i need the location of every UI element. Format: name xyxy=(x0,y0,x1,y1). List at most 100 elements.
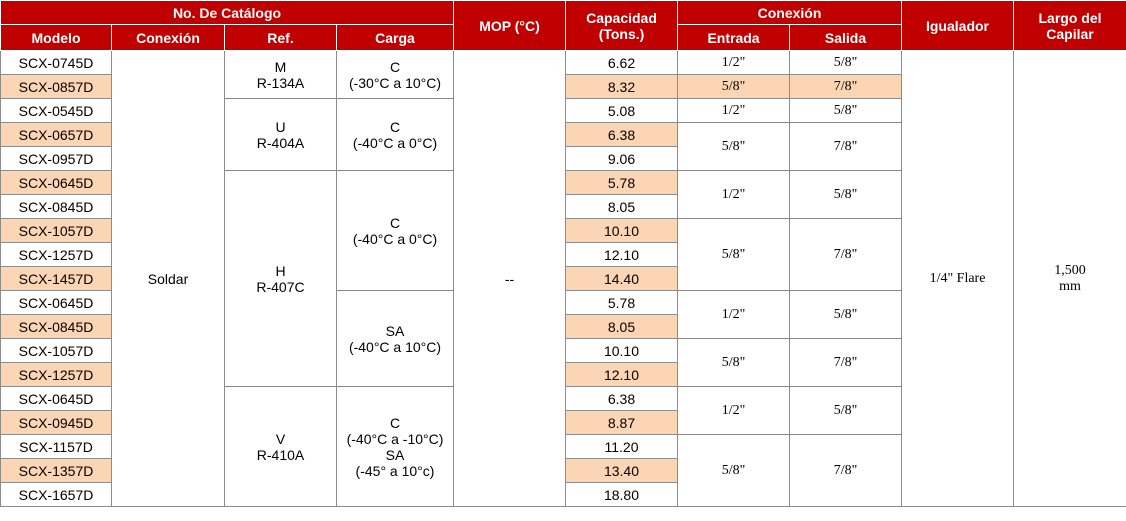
capacidad-cell: 5.78 xyxy=(565,290,678,315)
modelo-cell: SCX-1057D xyxy=(0,338,112,363)
capacidad-cell: 5.08 xyxy=(565,98,678,123)
modelo-header: Modelo xyxy=(0,24,112,51)
capacidad-cell: 6.62 xyxy=(565,50,678,75)
table-row: SCX-0857D 8.32 5/8" 7/8" xyxy=(0,74,1126,99)
salida-cell: 5/8" xyxy=(789,386,902,435)
capacidad-cell: 10.10 xyxy=(565,338,678,363)
salida-cell: 7/8" xyxy=(789,434,902,507)
mop-header: MOP (°C) xyxy=(453,0,566,51)
entrada-cell: 5/8" xyxy=(677,122,790,171)
conexion-group-header: Conexión xyxy=(677,0,902,25)
table-row: SCX-0645D V R-410A C (-40°C a -10°C) SA (-45… xyxy=(0,386,1126,507)
modelo-cell: SCX-1057D xyxy=(0,218,112,243)
catalogo-header: No. De Catálogo xyxy=(0,0,454,25)
table-row: SCX-1457D 14.40 xyxy=(0,266,1126,291)
igualador-header: Igualador xyxy=(901,0,1014,51)
modelo-cell: SCX-0845D xyxy=(0,314,112,339)
carga-cell: SA (-40°C a 10°C) xyxy=(336,290,454,387)
salida-cell: 7/8" xyxy=(789,74,902,99)
entrada-cell: 1/2" xyxy=(677,386,790,435)
capacidad-cell: 13.40 xyxy=(565,458,678,483)
carga-cell: C (-40°C a -10°C) SA (-45° a 10°c) xyxy=(336,386,454,507)
salida-cell: 5/8" xyxy=(789,290,902,339)
table-row: SCX-1357D 13.40 xyxy=(0,458,1126,483)
table-row: SCX-0657D 6.38 5/8" 7/8" xyxy=(0,122,1126,171)
table-row: SCX-0745D Soldar M R-134A C (-30°C a 10°C)… xyxy=(0,50,1126,507)
salida-cell: 5/8" xyxy=(789,170,902,219)
entrada-cell: 1/2" xyxy=(677,290,790,339)
salida-cell: 7/8" xyxy=(789,122,902,171)
entrada-header: Entrada xyxy=(677,24,790,51)
ref-header: Ref. xyxy=(224,24,337,51)
capacidad-cell: 6.38 xyxy=(565,122,678,147)
largo-cell: 1,500 mm xyxy=(1013,50,1126,507)
ref-cell: U R-404A xyxy=(224,98,337,171)
table-row: SCX-0545D U R-404A C (-40°C a 0°C) 5.08 1/… xyxy=(0,98,1126,171)
entrada-cell: 5/8" xyxy=(677,74,790,99)
modelo-cell: SCX-0845D xyxy=(0,194,112,219)
salida-cell: 7/8" xyxy=(789,218,902,291)
conexion-header: Conexión xyxy=(111,24,225,51)
capacidad-header: Capacidad (Tons.) xyxy=(565,0,678,51)
carga-cell: C (-40°C a 0°C) xyxy=(336,98,454,171)
largo-header: Largo del Capilar xyxy=(1013,0,1126,51)
capacidad-cell: 12.10 xyxy=(565,242,678,267)
entrada-cell: 5/8" xyxy=(677,218,790,291)
capacidad-cell: 5.78 xyxy=(565,170,678,195)
modelo-cell: SCX-0645D xyxy=(0,170,112,195)
salida-cell: 5/8" xyxy=(789,50,902,75)
ref-cell: M R-134A xyxy=(224,50,337,99)
carga-cell: C (-40°C a 0°C) xyxy=(336,170,454,291)
entrada-cell: 5/8" xyxy=(677,338,790,387)
salida-cell: 5/8" xyxy=(789,98,902,123)
modelo-cell: SCX-0657D xyxy=(0,122,112,147)
igualador-cell: 1/4" Flare xyxy=(901,50,1014,507)
table-row: SCX-0645D SA (-40°C a 10°C) 5.78 1/2" 5/8… xyxy=(0,290,1126,387)
capacidad-cell: 11.20 xyxy=(565,434,678,459)
salida-header: Salida xyxy=(789,24,902,51)
table-row: SCX-0945D 8.87 xyxy=(0,410,1126,435)
modelo-cell: SCX-1357D xyxy=(0,458,112,483)
table-row: SCX-1257D 12.10 xyxy=(0,242,1126,267)
modelo-cell: SCX-0545D xyxy=(0,98,112,123)
table-row: SCX-1257D 12.10 xyxy=(0,362,1126,387)
table-row: SCX-1657D 18.80 xyxy=(0,482,1126,507)
conexion-cell: Soldar xyxy=(111,50,225,507)
capacidad-cell: 14.40 xyxy=(565,266,678,291)
modelo-cell: SCX-0645D xyxy=(0,386,112,411)
carga-header: Carga xyxy=(336,24,454,51)
capacidad-cell: 8.87 xyxy=(565,410,678,435)
capacidad-cell: 8.05 xyxy=(565,314,678,339)
table-row: SCX-1057D 10.10 5/8" 7/8" xyxy=(0,218,1126,291)
table-row: SCX-0845D 8.05 xyxy=(0,314,1126,339)
modelo-cell: SCX-1257D xyxy=(0,362,112,387)
table-row: SCX-0645D H R-407C C (-40°C a 0°C) 5.78 1/… xyxy=(0,170,1126,387)
entrada-cell: 5/8" xyxy=(677,434,790,507)
modelo-cell: SCX-1657D xyxy=(0,482,112,507)
modelo-cell: SCX-0857D xyxy=(0,74,112,99)
capacidad-cell: 18.80 xyxy=(565,482,678,507)
salida-cell: 7/8" xyxy=(789,338,902,387)
modelo-cell: SCX-0957D xyxy=(0,146,112,171)
carga-cell: C (-30°C a 10°C) xyxy=(336,50,454,99)
modelo-cell: SCX-1157D xyxy=(0,434,112,459)
modelo-cell: SCX-0745D xyxy=(0,50,112,75)
mop-cell: -- xyxy=(453,50,566,507)
modelo-cell: SCX-1457D xyxy=(0,266,112,291)
modelo-cell: SCX-1257D xyxy=(0,242,112,267)
ref-cell: H R-407C xyxy=(224,170,337,387)
entrada-cell: 1/2" xyxy=(677,50,790,75)
table-row: SCX-1157D 11.20 5/8" 7/8" xyxy=(0,434,1126,507)
entrada-cell: 1/2" xyxy=(677,170,790,219)
modelo-cell: SCX-0945D xyxy=(0,410,112,435)
capacidad-cell: 6.38 xyxy=(565,386,678,411)
entrada-cell: 1/2" xyxy=(677,98,790,123)
capacidad-cell: 8.05 xyxy=(565,194,678,219)
capacidad-cell: 8.32 xyxy=(565,74,678,99)
capacidad-cell: 9.06 xyxy=(565,146,678,171)
ref-cell: V R-410A xyxy=(224,386,337,507)
table-row: SCX-0845D 8.05 xyxy=(0,194,1126,219)
modelo-cell: SCX-0645D xyxy=(0,290,112,315)
capacidad-cell: 10.10 xyxy=(565,218,678,243)
catalog-table: No. De Catálogo MOP (°C) Capacidad (Tons… xyxy=(0,0,1126,507)
